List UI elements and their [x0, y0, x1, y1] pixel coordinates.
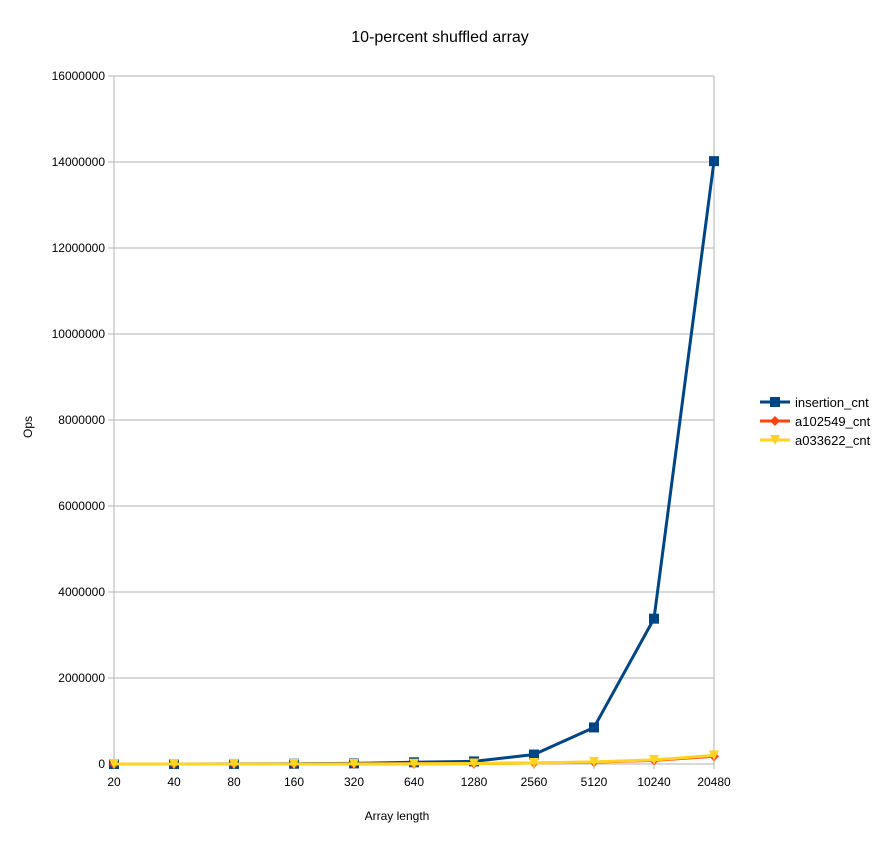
data-point-a033622_cnt [529, 757, 539, 768]
data-point-a033622_cnt [289, 758, 299, 769]
y-tick-label: 12000000 [52, 241, 106, 255]
data-point-a033622_cnt [469, 758, 479, 769]
chart-title: 10-percent shuffled array [351, 29, 529, 46]
series-a033622_cnt [109, 750, 719, 769]
y-tick-label: 4000000 [58, 585, 105, 599]
y-axis-label: Ops [21, 416, 35, 438]
grid-lines [114, 75, 714, 765]
legend-marker [770, 435, 780, 445]
y-tick-label: 0 [98, 757, 105, 771]
x-tick-label: 10240 [637, 775, 671, 789]
series-line-insertion_cnt [113, 160, 716, 766]
legend-label: a033622_cnt [795, 433, 871, 448]
legend: insertion_cnt a102549_cnt a033622_cnt [760, 395, 871, 448]
legend-item-a033622_cnt: a033622_cnt [760, 433, 871, 448]
legend-label: insertion_cnt [795, 395, 869, 410]
x-tick-label: 1280 [461, 775, 488, 789]
y-tick-label: 14000000 [52, 155, 106, 169]
x-tick-label: 5120 [581, 775, 608, 789]
x-tick-label: 320 [344, 775, 364, 789]
legend-item-insertion_cnt: insertion_cnt [760, 395, 869, 410]
x-tick-label: 20 [107, 775, 121, 789]
data-point-insertion_cnt [529, 749, 539, 760]
legend-label: a102549_cnt [795, 414, 871, 429]
x-axis-label: Array length [365, 809, 430, 823]
legend-marker [770, 416, 780, 426]
x-tick-label: 80 [227, 775, 241, 789]
x-tick-label: 40 [167, 775, 181, 789]
data-point-insertion_cnt [589, 722, 599, 733]
data-point-a033622_cnt [709, 750, 719, 761]
data-point-a033622_cnt [109, 758, 119, 769]
data-point-a033622_cnt [649, 754, 659, 765]
data-point-insertion_cnt [649, 613, 659, 624]
data-point-a033622_cnt [589, 756, 599, 767]
data-point-a033622_cnt [229, 758, 239, 769]
x-tick-label: 2560 [521, 775, 548, 789]
legend-item-a102549_cnt: a102549_cnt [760, 414, 871, 429]
data-point-a033622_cnt [409, 758, 419, 769]
legend-marker [770, 397, 780, 407]
y-tick-label: 8000000 [58, 413, 105, 427]
x-tick-label: 640 [404, 775, 424, 789]
axes: 0 2000000 4000000 6000000 8000000 10000000 120… [52, 69, 731, 789]
x-tick-label: 20480 [697, 775, 731, 789]
y-tick-label: 10000000 [52, 327, 106, 341]
data-point-a033622_cnt [169, 758, 179, 769]
series-layer [109, 156, 719, 769]
data-point-a033622_cnt [349, 758, 359, 769]
y-tick-label: 6000000 [58, 499, 105, 513]
y-tick-label: 2000000 [58, 671, 105, 685]
data-point-insertion_cnt [709, 156, 719, 167]
y-tick-label: 16000000 [52, 69, 106, 83]
x-tick-label: 160 [284, 775, 304, 789]
